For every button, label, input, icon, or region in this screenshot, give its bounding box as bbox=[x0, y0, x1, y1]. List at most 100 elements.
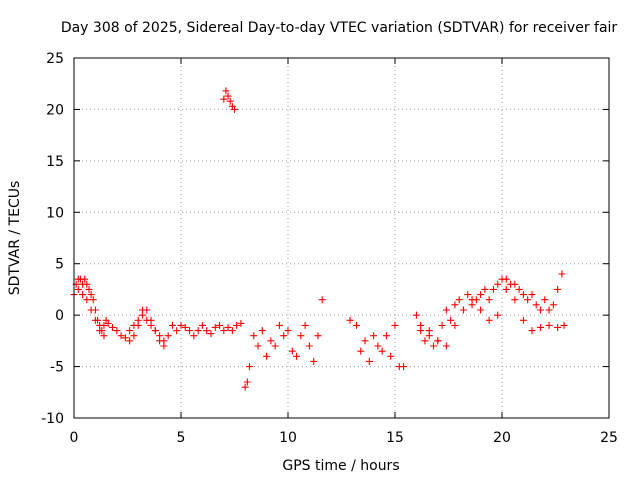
data-point bbox=[263, 352, 271, 360]
data-point bbox=[211, 323, 219, 331]
data-point bbox=[104, 319, 112, 327]
y-tick-label: 20 bbox=[46, 102, 64, 118]
data-point bbox=[143, 306, 151, 314]
data-point bbox=[243, 378, 251, 386]
y-tick-label: 25 bbox=[46, 51, 64, 67]
data-point bbox=[318, 296, 326, 304]
data-point bbox=[382, 332, 390, 340]
data-point bbox=[130, 332, 138, 340]
data-point bbox=[254, 342, 262, 350]
data-point bbox=[231, 105, 238, 113]
data-point bbox=[468, 296, 476, 304]
data-point bbox=[357, 347, 365, 355]
x-tick-label: 20 bbox=[493, 430, 511, 446]
data-point bbox=[537, 323, 545, 331]
data-point bbox=[113, 327, 121, 335]
data-point bbox=[502, 285, 510, 293]
y-tick-labels: -10 -5 0 5 10 15 20 25 bbox=[41, 51, 64, 427]
data-point bbox=[370, 332, 378, 340]
data-point bbox=[134, 316, 142, 324]
data-point bbox=[87, 306, 95, 314]
data-point bbox=[100, 332, 108, 340]
data-point bbox=[143, 316, 151, 324]
x-tick-label: 15 bbox=[386, 430, 404, 446]
data-point bbox=[560, 321, 568, 329]
data-point bbox=[425, 327, 433, 335]
data-point bbox=[109, 323, 117, 331]
data-point bbox=[451, 321, 459, 329]
data-point bbox=[434, 337, 442, 345]
data-point bbox=[391, 321, 399, 329]
data-point bbox=[455, 296, 463, 304]
data-point bbox=[545, 306, 553, 314]
data-point bbox=[147, 321, 155, 329]
data-point bbox=[275, 321, 283, 329]
x-tick-label: 25 bbox=[600, 430, 618, 446]
data-point bbox=[485, 316, 493, 324]
data-point bbox=[528, 291, 536, 299]
data-point bbox=[489, 285, 497, 293]
data-point bbox=[305, 342, 313, 350]
data-point bbox=[532, 301, 540, 309]
data-point bbox=[400, 363, 408, 371]
data-point bbox=[430, 342, 438, 350]
data-point bbox=[228, 327, 236, 335]
data-point bbox=[412, 311, 420, 319]
data-point bbox=[74, 285, 82, 293]
data-point bbox=[477, 306, 485, 314]
data-point bbox=[121, 334, 129, 342]
data-point bbox=[85, 285, 93, 293]
x-tick-labels: 0 5 10 15 20 25 bbox=[70, 430, 618, 446]
data-point bbox=[222, 87, 230, 95]
data-point bbox=[511, 280, 519, 288]
data-point bbox=[481, 285, 489, 293]
plot-frame bbox=[73, 57, 610, 419]
data-point bbox=[138, 311, 146, 319]
data-point bbox=[100, 321, 108, 329]
data-point bbox=[224, 92, 232, 100]
data-point bbox=[186, 327, 194, 335]
data-point bbox=[346, 316, 354, 324]
data-point bbox=[361, 337, 369, 345]
data-point bbox=[387, 352, 395, 360]
x-axis-label: GPS time / hours bbox=[282, 458, 399, 474]
data-point bbox=[494, 280, 502, 288]
data-point bbox=[226, 97, 234, 105]
data-point bbox=[233, 321, 241, 329]
data-point bbox=[271, 342, 279, 350]
data-point bbox=[511, 296, 519, 304]
data-point bbox=[502, 275, 510, 283]
y-tick-label: 15 bbox=[46, 154, 64, 170]
data-point bbox=[421, 337, 429, 345]
data-point bbox=[220, 327, 228, 335]
data-point bbox=[224, 323, 232, 331]
data-point bbox=[554, 285, 562, 293]
data-point bbox=[237, 319, 245, 327]
data-point bbox=[442, 306, 450, 314]
data-point bbox=[310, 357, 318, 365]
data-point bbox=[258, 327, 266, 335]
y-tick-label: -10 bbox=[41, 411, 64, 427]
data-point bbox=[280, 332, 288, 340]
data-point bbox=[545, 321, 553, 329]
data-point bbox=[537, 306, 545, 314]
y-tick-label: 5 bbox=[55, 257, 64, 273]
data-point bbox=[173, 327, 181, 335]
data-point bbox=[293, 352, 301, 360]
data-point bbox=[378, 347, 386, 355]
data-point bbox=[288, 347, 296, 355]
data-point bbox=[250, 332, 258, 340]
data-point bbox=[297, 332, 305, 340]
data-point bbox=[438, 321, 446, 329]
data-point bbox=[477, 291, 485, 299]
data-point bbox=[464, 291, 472, 299]
data-point bbox=[79, 291, 87, 299]
data-point bbox=[519, 316, 527, 324]
data-point bbox=[156, 332, 164, 340]
data-point bbox=[130, 321, 138, 329]
data-point bbox=[151, 327, 159, 335]
data-point bbox=[190, 332, 198, 340]
data-point bbox=[126, 337, 134, 345]
y-tick-label: -5 bbox=[50, 360, 64, 376]
data-point bbox=[267, 337, 275, 345]
